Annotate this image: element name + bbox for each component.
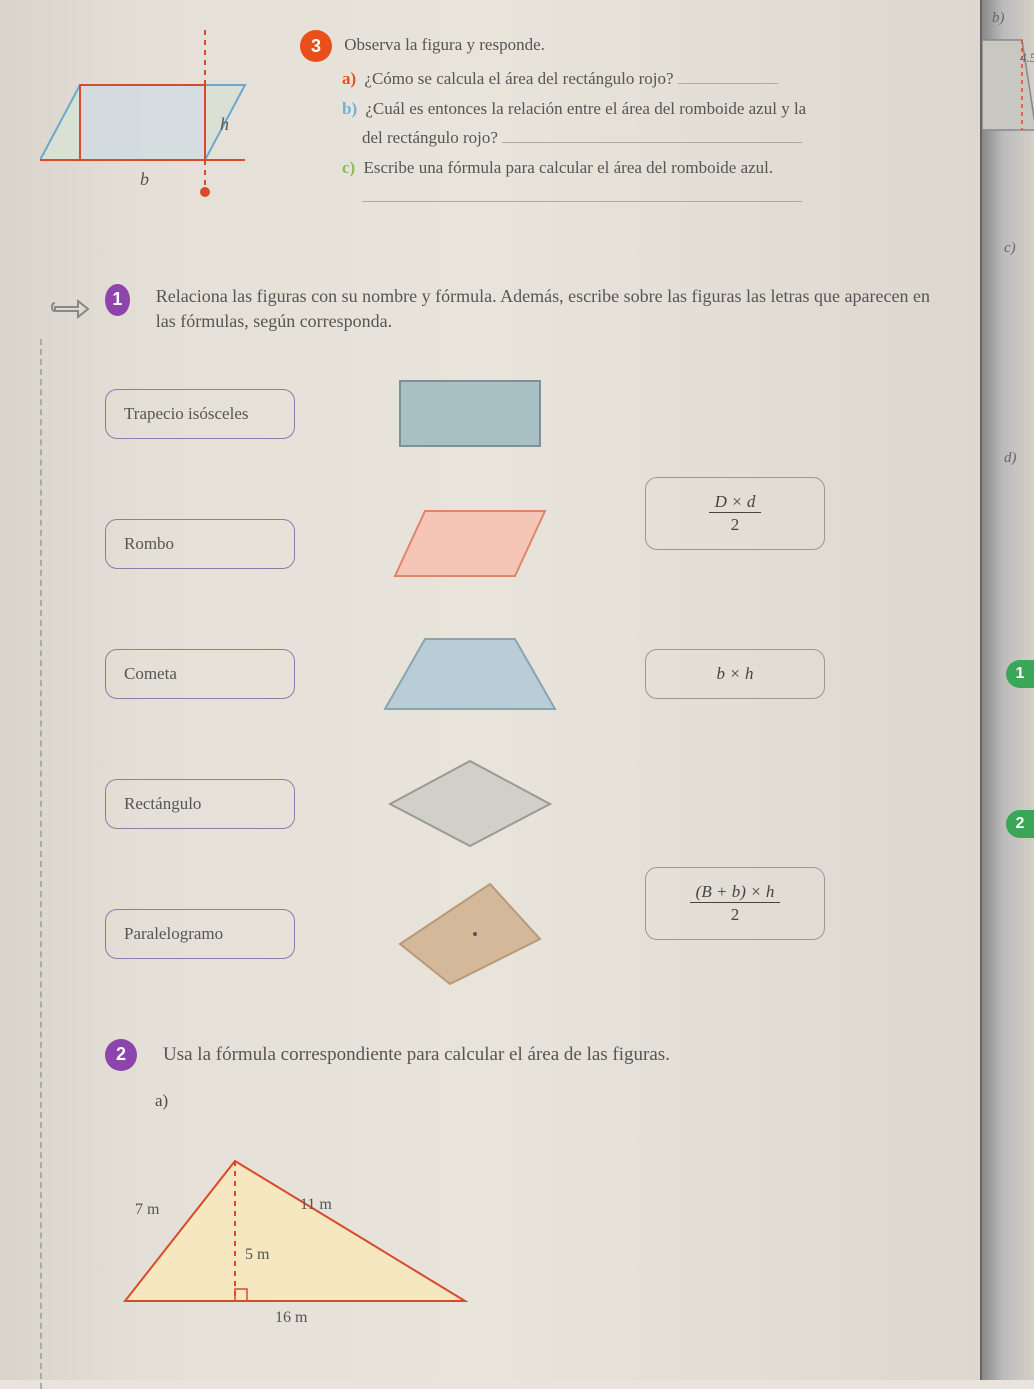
svg-text:b: b (140, 169, 149, 189)
svg-text:h: h (220, 114, 229, 134)
blank-line[interactable] (502, 142, 802, 143)
next-page-edge: b) 4.5 c) d) 1 2 (980, 0, 1034, 1380)
sec3-prompt: Observa la figura y responde. (344, 35, 545, 54)
item-a-label: a) (155, 1091, 940, 1111)
sec3-b-text2: del rectángulo rojo? (362, 128, 498, 147)
sec3-b-text1: ¿Cuál es entonces la relación entre el á… (365, 99, 806, 118)
formula-Dd2[interactable]: D × d2 (645, 477, 825, 550)
badge-3: 3 (300, 30, 332, 62)
shape-parallelogram[interactable] (355, 499, 585, 589)
sec3-b-label: b) (342, 99, 357, 118)
name-rectangulo[interactable]: Rectángulo (105, 779, 295, 829)
formula-bxh[interactable]: b × h (645, 649, 825, 699)
triangle-figure: 7 m 11 m 5 m 16 m (105, 1141, 485, 1341)
rhomboid-figure: h b (40, 30, 275, 180)
sec3-a-text: ¿Cómo se calcula el área del rectángulo … (364, 69, 673, 88)
np-badge-1: 1 (1006, 660, 1034, 688)
sec1-prompt: Relaciona las figuras con su nombre y fó… (156, 284, 940, 334)
np-val: 4.5 (1020, 50, 1034, 66)
matching-grid: Trapecio isósceles Rombo D × d2 Cometa (105, 369, 940, 979)
tri-base: 16 m (275, 1309, 307, 1327)
shape-rhombus[interactable] (355, 759, 585, 849)
blank-line[interactable] (362, 201, 802, 202)
shape-kite[interactable] (355, 889, 585, 979)
pointing-hand-icon (50, 289, 90, 324)
margin-column (40, 284, 90, 1389)
blank-line[interactable] (678, 83, 778, 84)
formula-Bbh2[interactable]: (B + b) × h2 (645, 867, 825, 940)
np-badge-2: 2 (1006, 810, 1034, 838)
name-rombo[interactable]: Rombo (105, 519, 295, 569)
section-2: 2 Usa la fórmula correspondiente para ca… (105, 1039, 940, 1341)
section-3-text: 3 Observa la figura y responde. a) ¿Cómo… (300, 30, 940, 214)
np-b-label: b) (992, 10, 1005, 27)
name-paralelogramo[interactable]: Paralelogramo (105, 909, 295, 959)
np-d-label: d) (1004, 450, 1017, 467)
name-trapecio[interactable]: Trapecio isósceles (105, 389, 295, 439)
sec2-prompt: Usa la fórmula correspondiente para calc… (163, 1044, 670, 1066)
shape-trapezoid[interactable] (355, 629, 585, 719)
badge-2: 2 (105, 1039, 137, 1071)
tri-side-left: 7 m (135, 1201, 159, 1219)
name-cometa[interactable]: Cometa (105, 649, 295, 699)
section-1: 1 Relaciona las figuras con su nombre y … (40, 284, 940, 1389)
dashed-margin-line (40, 339, 85, 1389)
tri-side-right: 11 m (300, 1196, 332, 1214)
np-c-label: c) (1004, 240, 1016, 257)
tri-height: 5 m (245, 1246, 269, 1264)
sec3-c-label: c) (342, 158, 355, 177)
shape-rectangle[interactable] (355, 369, 585, 459)
sec3-c-text: Escribe una fórmula para calcular el áre… (363, 158, 773, 177)
badge-1: 1 (105, 284, 130, 316)
sec3-a-label: a) (342, 69, 356, 88)
section-3: h b 3 Observa la figura y responde. a) ¿… (40, 30, 940, 214)
